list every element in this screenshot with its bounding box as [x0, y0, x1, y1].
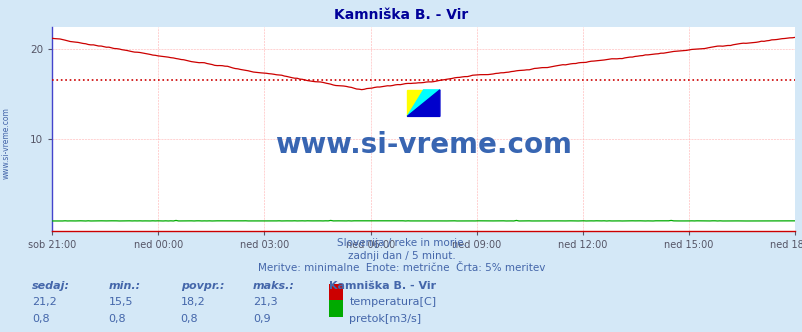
Text: 0,9: 0,9: [253, 314, 270, 324]
Text: 15,5: 15,5: [108, 297, 133, 307]
Text: pretok[m3/s]: pretok[m3/s]: [349, 314, 421, 324]
Text: temperatura[C]: temperatura[C]: [349, 297, 435, 307]
Text: 21,3: 21,3: [253, 297, 277, 307]
Text: povpr.:: povpr.:: [180, 281, 224, 290]
Text: Kamniška B. - Vir: Kamniška B. - Vir: [329, 281, 435, 290]
Text: 21,2: 21,2: [32, 297, 57, 307]
Text: zadnji dan / 5 minut.: zadnji dan / 5 minut.: [347, 251, 455, 261]
Text: 0,8: 0,8: [32, 314, 50, 324]
Text: maks.:: maks.:: [253, 281, 294, 290]
Text: Meritve: minimalne  Enote: metrične  Črta: 5% meritev: Meritve: minimalne Enote: metrične Črta:…: [257, 263, 545, 273]
Text: www.si-vreme.com: www.si-vreme.com: [2, 107, 11, 179]
Text: www.si-vreme.com: www.si-vreme.com: [275, 131, 571, 159]
Polygon shape: [407, 90, 439, 117]
Text: Kamniška B. - Vir: Kamniška B. - Vir: [334, 8, 468, 22]
Text: Slovenija / reke in morje.: Slovenija / reke in morje.: [336, 238, 466, 248]
Polygon shape: [407, 90, 423, 117]
Text: 18,2: 18,2: [180, 297, 205, 307]
Text: 0,8: 0,8: [180, 314, 198, 324]
Text: sedaj:: sedaj:: [32, 281, 70, 290]
Text: 0,8: 0,8: [108, 314, 126, 324]
Text: min.:: min.:: [108, 281, 140, 290]
Polygon shape: [407, 90, 439, 117]
